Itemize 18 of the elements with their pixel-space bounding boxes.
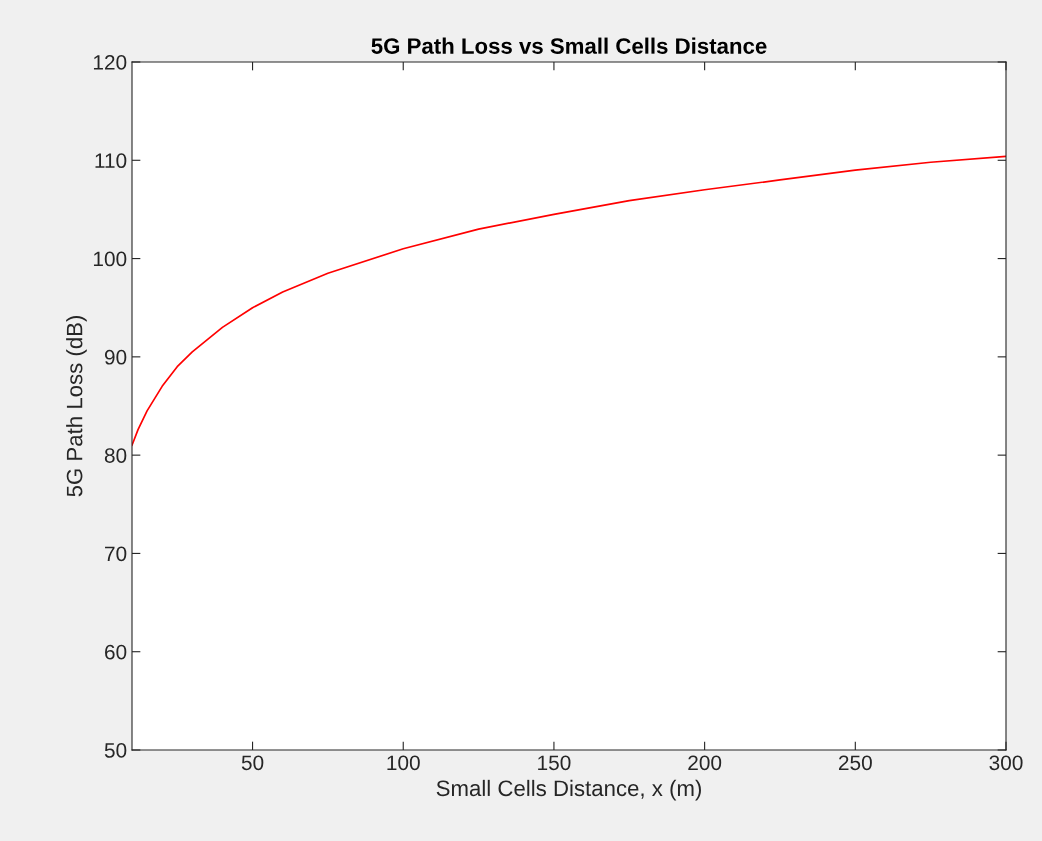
x-axis-title: Small Cells Distance, x (m) — [436, 779, 701, 801]
y-tick-label: 70 — [105, 546, 127, 562]
y-tick-label: 90 — [104, 349, 127, 365]
x-tick-label: 200 — [688, 755, 722, 771]
x-tick-label: 50 — [241, 755, 264, 771]
y-axis-title: 5G Path Loss (dB) — [66, 315, 87, 497]
y-tick-label: 80 — [104, 448, 127, 463]
x-tick-label: 100 — [387, 755, 420, 771]
y-tick-label: 120 — [93, 55, 127, 70]
y-tick-label: 50 — [104, 743, 127, 758]
y-tick-label: 100 — [93, 251, 127, 267]
y-tick-label: 60 — [105, 644, 127, 660]
x-tick-label: 300 — [989, 755, 1023, 771]
y-tick-label: 110 — [95, 153, 127, 169]
chart-title: 5G Path Loss vs Small Cells Distance — [371, 37, 767, 54]
x-tick-label: 150 — [538, 755, 571, 771]
line-series — [132, 155, 1006, 447]
x-tick-label: 250 — [838, 755, 872, 771]
